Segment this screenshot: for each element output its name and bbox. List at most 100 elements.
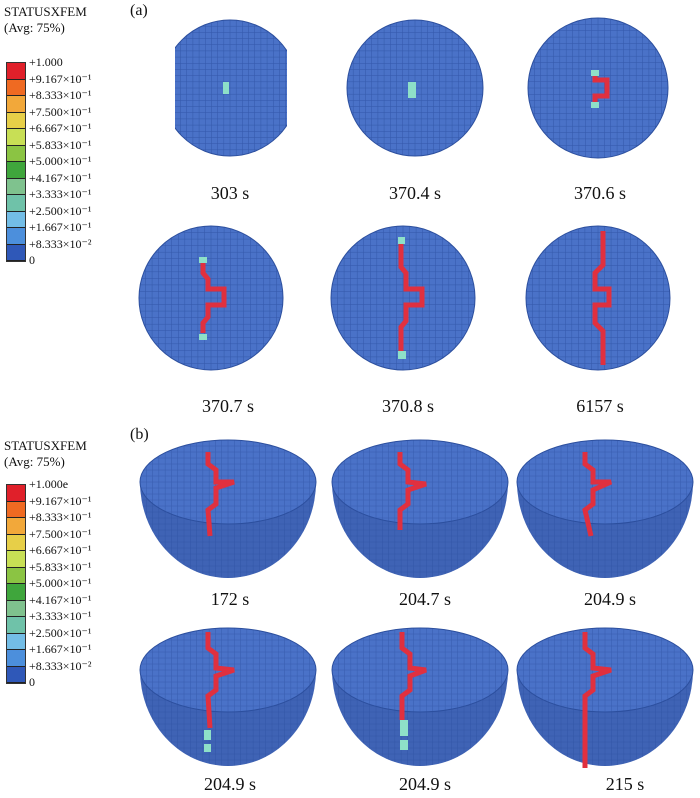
legend-a: STATUSXFEM (Avg: 75%) +1.000 +9.167×10⁻¹ +… <box>4 4 144 267</box>
colorbar-segment <box>7 518 25 535</box>
colorbar-segment <box>7 534 25 551</box>
legend-tick-label: 0 <box>29 675 35 689</box>
colorbar-segment <box>7 79 25 96</box>
legend-tick-label: +4.167×10⁻¹ <box>29 170 92 185</box>
caption-a-3: 370.6 s <box>573 183 626 203</box>
colorbar-segment <box>7 112 25 129</box>
crack-path <box>200 261 227 333</box>
hemisphere-rim <box>331 627 509 713</box>
crack-path <box>205 452 235 537</box>
sphere-a-370-8s <box>330 225 476 371</box>
legend-tick-label: +5.000×10⁻¹ <box>29 154 92 168</box>
crack-path <box>582 452 613 537</box>
legend-tick-label: +6.667×10⁻¹ <box>29 543 92 557</box>
panel-b-tag: (b) <box>130 426 149 443</box>
legend-b-colorbar <box>6 484 26 684</box>
legend-tick-label: +5.833×10⁻¹ <box>29 137 92 152</box>
legend-tick-label: +9.167×10⁻¹ <box>29 71 92 86</box>
hemisphere-rim <box>516 439 694 525</box>
legend-a-subtitle: (Avg: 75%) <box>4 20 65 35</box>
hemisphere-b-172s <box>139 439 317 578</box>
legend-b-title: STATUSXFEM <box>4 438 87 453</box>
legend-tick-label: +6.667×10⁻¹ <box>29 121 92 135</box>
caption-a-4: 370.7 s <box>201 396 254 416</box>
colorbar-segment <box>7 666 25 683</box>
legend-tick-label: +2.500×10⁻¹ <box>29 203 92 218</box>
hemisphere-rim <box>139 439 317 525</box>
sphere-a-6157s <box>525 225 671 371</box>
sphere-a-370-6s <box>527 17 669 159</box>
crack-tip <box>398 351 406 359</box>
colorbar-segment <box>7 244 25 261</box>
legend-tick-label: +5.833×10⁻¹ <box>29 559 92 574</box>
crack-tip <box>204 730 211 740</box>
hemisphere-rim <box>331 439 509 525</box>
sphere-outline <box>346 19 484 157</box>
colorbar-segment <box>7 96 25 113</box>
legend-tick-label: +8.333×10⁻¹ <box>29 88 92 102</box>
caption-b-6: 215 s <box>605 774 645 794</box>
colorbar-segment <box>7 567 25 584</box>
colorbar-segment <box>7 195 25 212</box>
caption-b-2: 204.7 s <box>398 589 451 609</box>
sphere-outline <box>525 225 671 371</box>
hemisphere-rim <box>139 627 317 713</box>
colorbar-segment <box>7 617 25 634</box>
colorbar-segment <box>7 584 25 601</box>
legend-tick-label: +8.333×10⁻² <box>29 236 92 251</box>
caption-b-5: 204.9 s <box>398 774 451 794</box>
caption-a-5: 370.8 s <box>381 396 434 416</box>
panel-a-tag: (a) <box>130 2 148 19</box>
caption-a-1: 303 s <box>210 183 250 203</box>
legend-a-colorbar <box>6 62 26 262</box>
colorbar-segment <box>7 178 25 195</box>
crack-path <box>205 632 235 729</box>
mesh-grid <box>332 440 508 578</box>
colorbar-segment <box>7 129 25 146</box>
hemisphere-b-204-9s-c <box>331 627 509 766</box>
legend-tick-label: +7.500×10⁻¹ <box>29 526 92 541</box>
sphere-outline <box>138 225 284 371</box>
mesh-grid <box>517 440 693 578</box>
hemisphere-b-215s <box>516 627 694 768</box>
colorbar-segment <box>7 551 25 568</box>
legend-tick-label: +3.333×10⁻¹ <box>29 609 92 623</box>
legend-b-subtitle: (Avg: 75%) <box>4 454 65 469</box>
crack-tip <box>400 740 408 750</box>
colorbar-segment <box>7 211 25 228</box>
legend-tick-label: +8.333×10⁻² <box>29 658 92 673</box>
legend-tick-label: +1.667×10⁻¹ <box>29 642 92 656</box>
crack-path <box>592 74 610 102</box>
legend-tick-label: +9.167×10⁻¹ <box>29 493 92 508</box>
colorbar-segment <box>7 485 25 502</box>
legend-a-title: STATUSXFEM <box>4 4 87 19</box>
caption-b-3: 204.9 s <box>583 589 636 609</box>
sphere-outline <box>527 17 669 159</box>
hemisphere-b-204-9s-a <box>516 439 694 578</box>
sphere-a-370-4s <box>346 19 484 157</box>
crack-tip <box>400 720 408 736</box>
sphere-a-370-7s <box>138 225 284 371</box>
colorbar-segment <box>7 501 25 518</box>
caption-b-4: 204.9 s <box>203 774 256 794</box>
colorbar-segment <box>7 633 25 650</box>
legend-tick-label: +2.500×10⁻¹ <box>29 625 92 640</box>
sphere-a-303s <box>175 19 287 157</box>
crack-tip <box>591 70 599 76</box>
caption-a-2: 370.4 s <box>388 183 441 203</box>
legend-tick-label: +1.000e <box>29 477 69 491</box>
hemisphere-b-204-7s <box>331 439 509 578</box>
mesh-grid <box>140 440 316 578</box>
caption-a-6: 6157 s <box>576 396 624 416</box>
crack-tip <box>199 334 207 340</box>
colorbar-segment <box>7 600 25 617</box>
crack-tip <box>204 744 211 752</box>
mesh-grid <box>517 628 693 766</box>
crack-path <box>399 632 427 720</box>
legend-b: STATUSXFEM (Avg: 75%) +1.000e +9.167×10⁻¹… <box>4 438 144 689</box>
legend-tick-label: +3.333×10⁻¹ <box>29 187 92 201</box>
mesh-grid <box>140 628 316 766</box>
colorbar-segment <box>7 650 25 667</box>
crack-path <box>582 632 612 768</box>
mesh-grid <box>526 226 670 370</box>
